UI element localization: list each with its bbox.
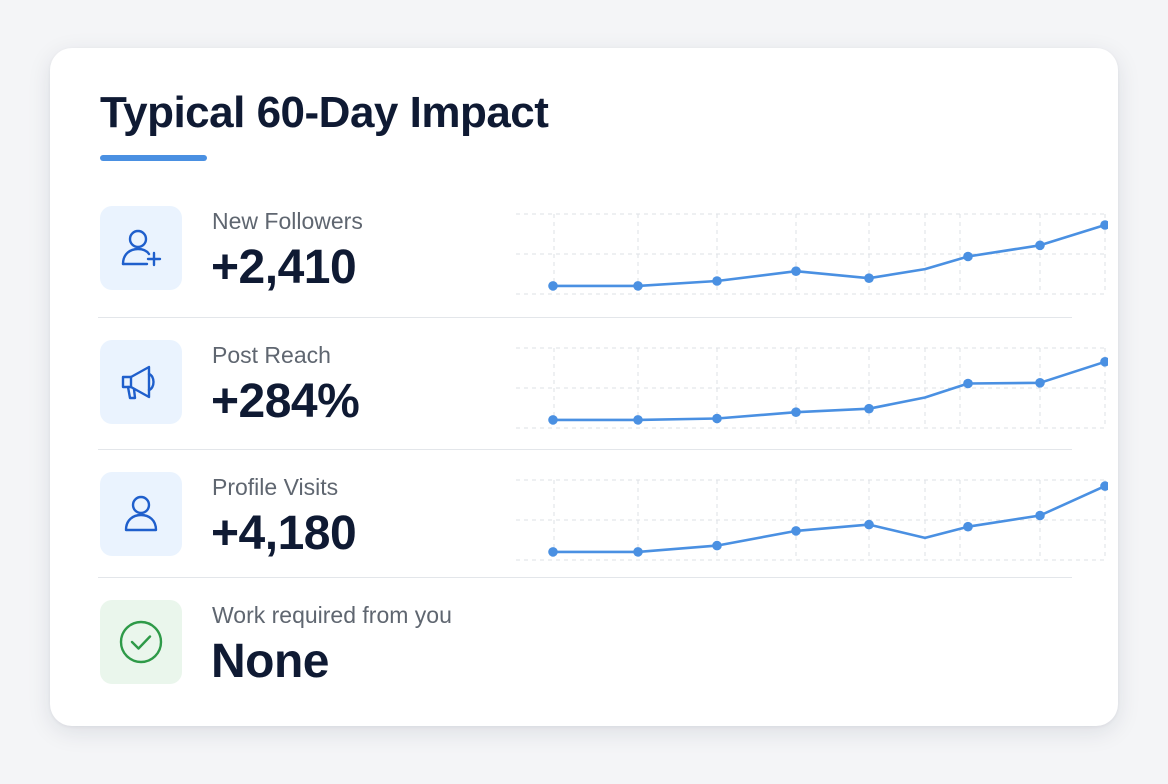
trend-line [551,484,1107,554]
trend-point [633,281,643,291]
trend-point [633,547,643,557]
sparkline-post-reach [516,347,1108,429]
trend-point [1035,240,1045,251]
trend-point [1100,481,1108,491]
trend-point [548,415,558,425]
trend-point [633,415,643,425]
trend-point [548,547,558,557]
row-divider [98,317,1072,318]
trend-point [548,281,558,291]
metric-row-work-required: Work required from you None [98,596,1072,706]
trend-point [963,521,973,532]
metric-label: Work required from you [212,602,452,628]
metric-label: Post Reach [212,342,331,368]
trend-point [864,403,874,414]
trend-point [864,273,874,283]
row-divider [98,577,1072,578]
metric-row-profile-visits: Profile Visits +4,180 [98,468,1108,578]
metric-value: None [211,635,330,688]
trend-point [791,407,801,417]
trend-point [712,540,722,551]
metric-row-post-reach: Post Reach +284% [98,336,1108,448]
metric-row-new-followers: New Followers +2,410 [98,202,1108,318]
user-icon [100,472,182,556]
check-circle-icon [100,600,182,684]
trend-point [963,251,973,262]
megaphone-icon [100,340,182,424]
trend-point [963,378,973,389]
trend-point [1100,357,1108,367]
metric-value: +4,180 [211,507,357,560]
card-title: Typical 60-Day Impact [100,88,549,137]
metric-value: +284% [211,375,360,428]
title-underline [100,155,207,161]
trend-point [791,526,801,536]
trend-point [791,266,801,276]
trend-point [712,413,722,424]
metric-value: +2,410 [211,241,357,294]
sparkline-profile-visits [516,479,1108,561]
trend-point [864,519,874,530]
impact-card: Typical 60-Day Impact New Followers +2,4… [50,48,1118,726]
trend-point [1035,510,1045,521]
trend-point [712,276,722,286]
user-plus-icon [100,206,182,290]
metric-label: New Followers [212,208,363,234]
trend-line [551,360,1107,422]
metric-label: Profile Visits [212,474,339,500]
trend-point [1100,220,1108,230]
sparkline-new-followers [516,213,1108,295]
trend-point [1035,378,1045,388]
trend-line [551,223,1107,288]
row-divider [98,449,1072,450]
